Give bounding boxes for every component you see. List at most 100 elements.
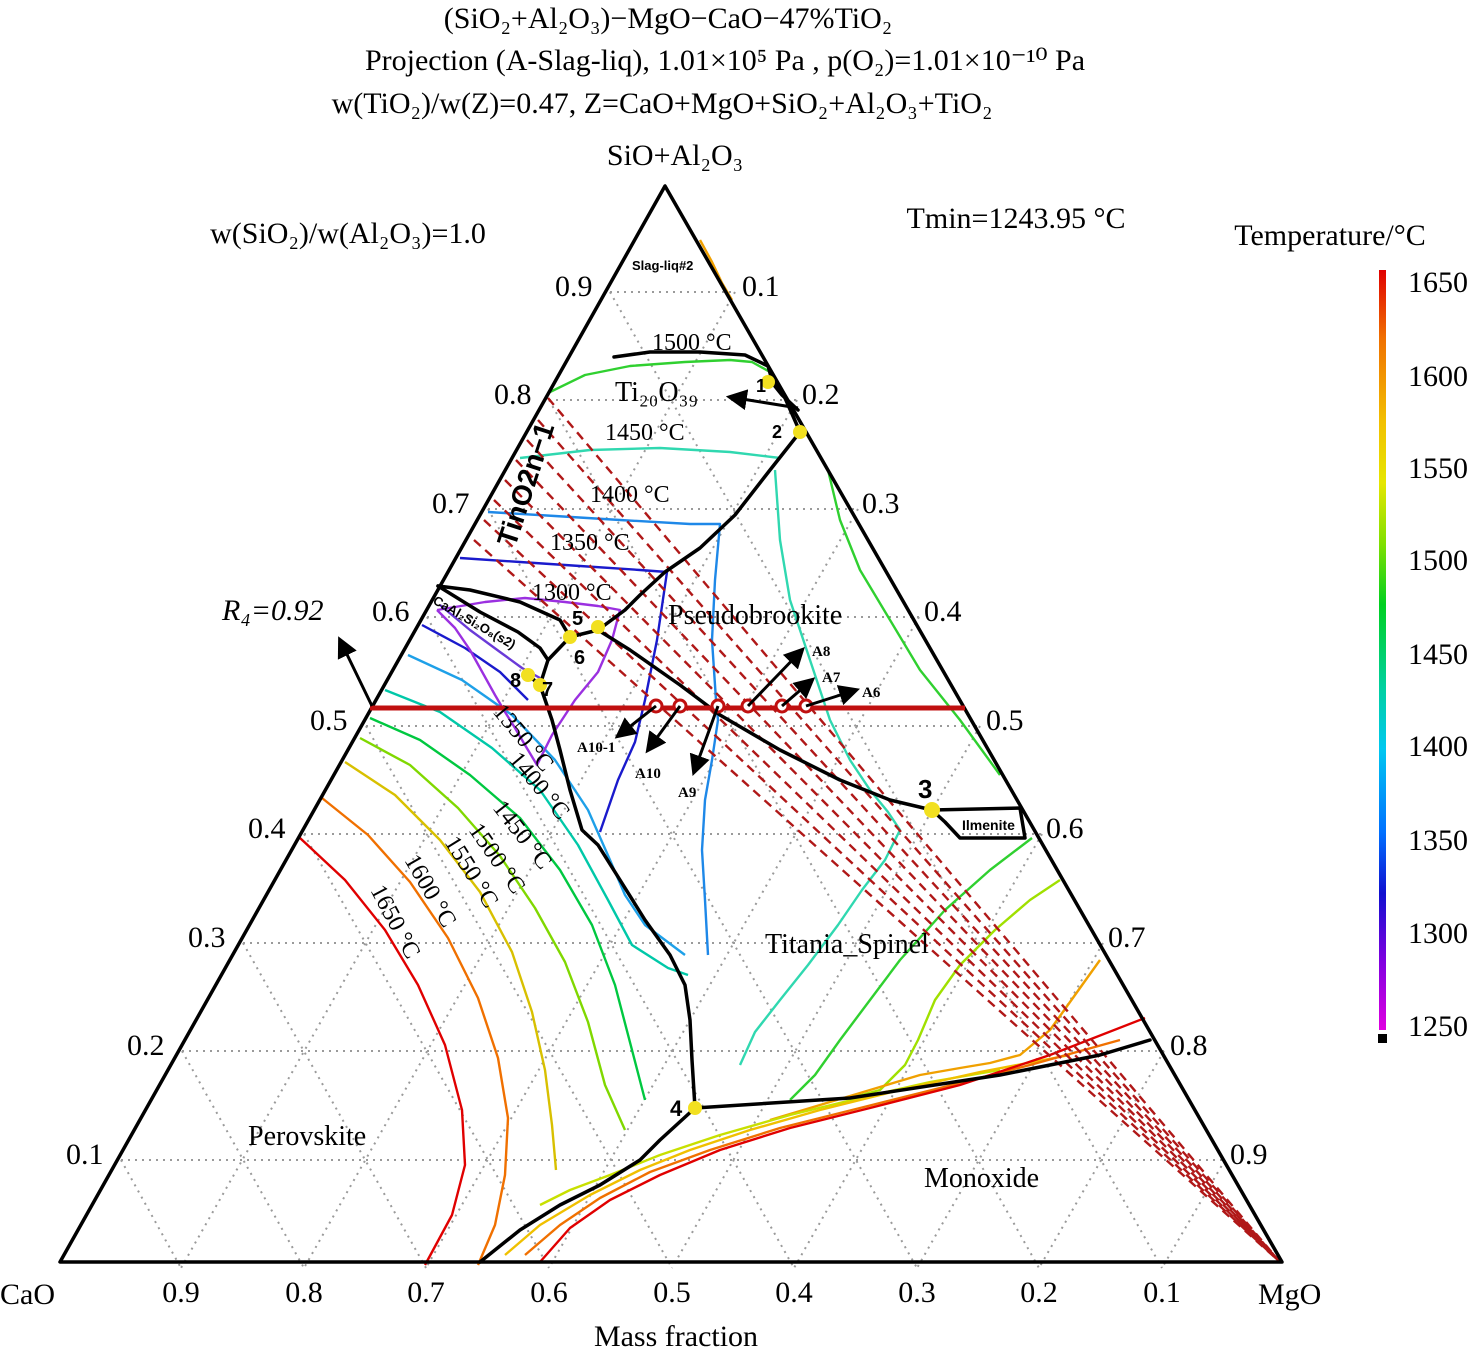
isotherm-1650-left [299,837,467,1266]
isotherm-1500-left [359,736,627,1131]
right-tick-0.6: 0.6 [1046,812,1084,845]
isotherm-lines [299,239,1146,1266]
header-line-1: (SiO₂+Al₂O₃)−MgO−CaO−47%TiO₂ [444,2,892,35]
left-tick-0.7: 0.7 [432,487,470,520]
colorbar-title: Temperature/°C [1234,219,1425,252]
ratio-note: w(SiO₂)/w(Al₂O₃)=1.0 [210,217,486,250]
region-titania-spinel: Titania_Spinel [765,929,929,960]
right-tick-0.1: 0.1 [742,270,780,303]
point-7: 7 [542,679,553,701]
left-tick-0.6: 0.6 [372,595,410,628]
left-tick-0.8: 0.8 [494,378,532,411]
colorbar-tick-1400: 1400 [1408,730,1468,763]
right-tick-0.5: 0.5 [986,704,1024,737]
isotherm-1500-right [826,469,1001,776]
right-tick-0.2: 0.2 [802,378,840,411]
isotherm-1350-mid [459,556,669,833]
region-slag-liq2: Slag-liq#2 [632,258,693,273]
bottom-tick-0.7: 0.7 [407,1276,445,1309]
right-tick-0.3: 0.3 [862,487,900,520]
isotherm-label-1400-top: 1400 °C [590,482,670,508]
colorbar-tick-1500: 1500 [1408,544,1468,577]
triangle-grid [120,291,1226,1269]
left-tick-0.1: 0.1 [66,1138,104,1171]
isotherm-label-1350-top: 1350 °C [550,530,630,556]
isotherm-1550-right [849,879,1061,1100]
colorbar-tick-1650: 1650 [1408,266,1468,299]
left-tick-0.2: 0.2 [127,1029,165,1062]
region-pseudobrookite: Pseudobrookite [668,600,842,631]
left-axis-ticks: 0.9 0.8 0.7 0.6 0.5 0.4 0.3 0.2 0.1 [66,270,593,1171]
bottom-axis-title: Mass fraction [594,1320,758,1353]
bottom-tick-0.8: 0.8 [285,1276,323,1309]
colorbar-tick-1250: 1250 [1408,1010,1468,1043]
isotherm-mono-4 [539,1016,1146,1263]
isotherm-mono-2 [504,1053,1071,1256]
isotherm-1600-left [321,797,510,1266]
path-label-a9: A9 [678,785,696,801]
isotherm-1450-left [369,716,647,1101]
apex-right-label: MgO [1258,1278,1321,1311]
colorbar-tick-1350: 1350 [1408,824,1468,857]
point-2: 2 [772,422,782,442]
isotherm-1550-left [344,760,558,1171]
bottom-tick-0.6: 0.6 [530,1276,568,1309]
point-1: 1 [756,376,766,396]
isotherm-1450-mid [519,446,781,460]
colorbar-tick-1300: 1300 [1408,917,1468,950]
colorbar-ticks: 1650 1600 1550 1500 1450 1400 1350 1300 … [1408,266,1468,1043]
right-tick-0.7: 0.7 [1108,921,1146,954]
point-5: 5 [572,608,583,630]
region-monoxide: Monoxide [924,1163,1039,1194]
path-label-a7: A7 [822,670,841,686]
isotherm-label-1450-top: 1450 °C [605,420,685,446]
right-axis-ticks: 0.1 0.2 0.3 0.4 0.5 0.6 0.7 0.8 0.9 [742,270,1268,1171]
isotherm-1500-top [547,358,771,395]
path-label-a10: A10 [635,766,661,782]
bottom-tick-0.4: 0.4 [775,1276,813,1309]
right-tick-0.9: 0.9 [1230,1138,1268,1171]
point-4: 4 [670,1096,683,1121]
right-tick-0.8: 0.8 [1170,1029,1208,1062]
isotherm-1300-loop [436,596,622,767]
point-3: 3 [918,774,932,804]
isotherm-label-1650-left: 1650 °C [365,881,425,963]
apex-top-label: SiO+Al₂O₃ [607,139,743,172]
composition-path-lines [473,397,1281,1263]
bottom-axis-ticks: 0.9 0.8 0.7 0.6 0.5 0.4 0.3 0.2 0.1 [162,1276,1181,1309]
colorbar-min-marker [1378,1034,1387,1043]
region-ti20o39: Ti₂₀O₃₉ [615,377,698,408]
header-line-3: w(TiO₂)/w(Z)=0.47, Z=CaO+MgO+SiO₂+Al₂O₃+… [332,87,993,120]
point-8: 8 [510,670,521,692]
left-tick-0.4: 0.4 [248,812,286,845]
isotherm-1500-right-low [789,837,1033,1101]
path-label-a10-1: A10-1 [577,740,615,756]
isotherm-label-1500-top: 1500 °C [652,330,732,356]
invariant-point-markers [521,375,940,1115]
isotherm-mono-3 [524,1038,1121,1256]
left-tick-0.3: 0.3 [188,921,226,954]
colorbar-tick-1450: 1450 [1408,638,1468,671]
bottom-tick-0.3: 0.3 [898,1276,936,1309]
arrows [337,389,861,776]
colorbar-tick-1550: 1550 [1408,452,1468,485]
region-ilmenite: Ilmenite [962,817,1015,833]
left-tick-0.9: 0.9 [555,270,593,303]
header-line-2: Projection (A-Slag-liq), 1.01×10⁵ Pa , p… [365,44,1085,77]
tmin-label: Tmin=1243.95 °C [907,202,1126,235]
isotherm-1350-left [407,653,686,956]
phase-boundaries [58,184,1284,1264]
path-label-a6: A6 [862,685,881,701]
bottom-tick-0.9: 0.9 [162,1276,200,1309]
bottom-tick-0.2: 0.2 [1020,1276,1058,1309]
right-tick-0.4: 0.4 [924,595,962,628]
isotherm-1300-left [421,623,529,701]
isotherm-label-1300-top: 1300 °C [532,580,612,606]
region-perovskite: Perovskite [248,1121,366,1152]
isotherm-1450-right [738,469,902,1066]
colorbar-tick-1600: 1600 [1408,360,1468,393]
point-6: 6 [574,647,585,669]
left-tick-0.5: 0.5 [310,704,348,737]
bottom-tick-0.1: 0.1 [1143,1276,1181,1309]
